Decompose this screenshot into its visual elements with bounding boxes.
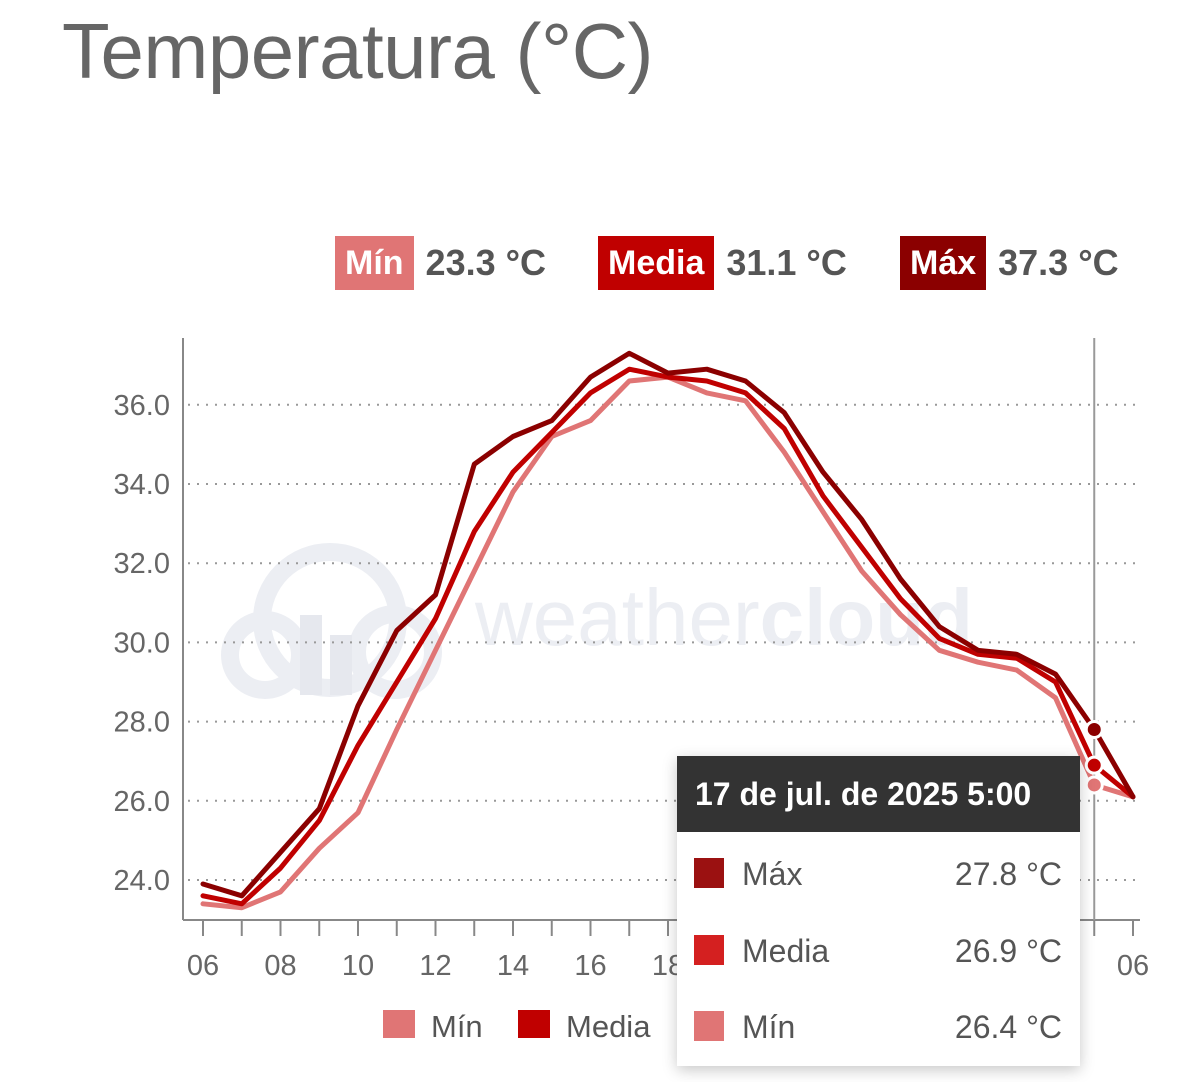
x-tick-label: 06 — [187, 950, 219, 982]
y-tick-label: 34.0 — [114, 469, 170, 501]
y-axis-labels: 24.0 26.0 28.0 30.0 32.0 34.0 36.0 — [114, 390, 170, 897]
tooltip: 17 de jul. de 2025 5:00 Máx 27.8 °C Media 26… — [677, 756, 1080, 1066]
legend-label: Mín — [431, 1009, 483, 1044]
y-tick-label: 32.0 — [114, 548, 170, 580]
crosshair — [1084, 338, 1104, 920]
x-tick-label: 12 — [419, 950, 451, 982]
y-tick-label: 30.0 — [114, 627, 170, 659]
x-tick-label: 10 — [342, 950, 374, 982]
tooltip-row: Media 26.9 °C — [677, 931, 1080, 971]
x-tick-label: 08 — [264, 950, 296, 982]
watermark: weathercloud — [221, 543, 973, 699]
y-tick-label: 28.0 — [114, 707, 170, 739]
legend-swatch — [383, 1010, 415, 1038]
tooltip-row-value: 26.4 °C — [954, 1009, 1062, 1045]
summary-media-badge: Media — [598, 236, 715, 290]
series-lines[interactable] — [200, 350, 1136, 911]
x-tick-label: 16 — [574, 950, 606, 982]
tooltip-header: 17 de jul. de 2025 5:00 — [677, 756, 1080, 832]
y-tick-label: 36.0 — [114, 390, 170, 422]
tooltip-row-value: 27.8 °C — [954, 856, 1062, 892]
y-tick-label: 26.0 — [114, 786, 170, 818]
legend-swatch — [518, 1010, 550, 1038]
summary-media: Media 31.1 °C — [598, 236, 847, 290]
crosshair-marker-0 — [1084, 775, 1104, 795]
legend-label: Media — [566, 1009, 651, 1044]
y-tick-label: 24.0 — [114, 865, 170, 897]
summary-min: Mín 23.3 °C — [335, 236, 546, 290]
tooltip-row-value: 26.9 °C — [954, 933, 1062, 969]
tooltip-swatch — [694, 858, 724, 888]
summary-media-value: 31.1 °C — [726, 242, 847, 283]
series-line-1[interactable] — [200, 366, 1136, 907]
tooltip-swatch — [694, 935, 724, 965]
summary-max-value: 37.3 °C — [998, 242, 1119, 283]
legend-item-0[interactable]: Mín — [383, 1009, 483, 1044]
legend-item-1[interactable]: Media — [518, 1009, 651, 1044]
summary-max: Máx 37.3 °C — [900, 236, 1119, 290]
tooltip-row: Máx 27.8 °C — [677, 854, 1080, 894]
tooltip-swatch — [694, 1011, 724, 1041]
tooltip-row-name: Máx — [742, 856, 803, 892]
chart-title: Temperatura (°C) — [62, 7, 654, 95]
crosshair-marker-2 — [1084, 720, 1104, 740]
summary-max-badge: Máx — [900, 236, 987, 290]
tooltip-row-name: Media — [742, 933, 830, 969]
summary-min-value: 23.3 °C — [425, 242, 547, 283]
tooltip-row: Mín 26.4 °C — [677, 1007, 1080, 1047]
watermark-text: weathercloud — [474, 573, 973, 662]
x-tick-label: 06 — [1117, 950, 1149, 982]
tooltip-row-name: Mín — [742, 1009, 796, 1045]
crosshair-marker-1 — [1084, 755, 1104, 775]
x-tick-label: 14 — [497, 950, 529, 982]
series-line-2[interactable] — [200, 350, 1136, 899]
summary-min-badge: Mín — [335, 236, 414, 290]
